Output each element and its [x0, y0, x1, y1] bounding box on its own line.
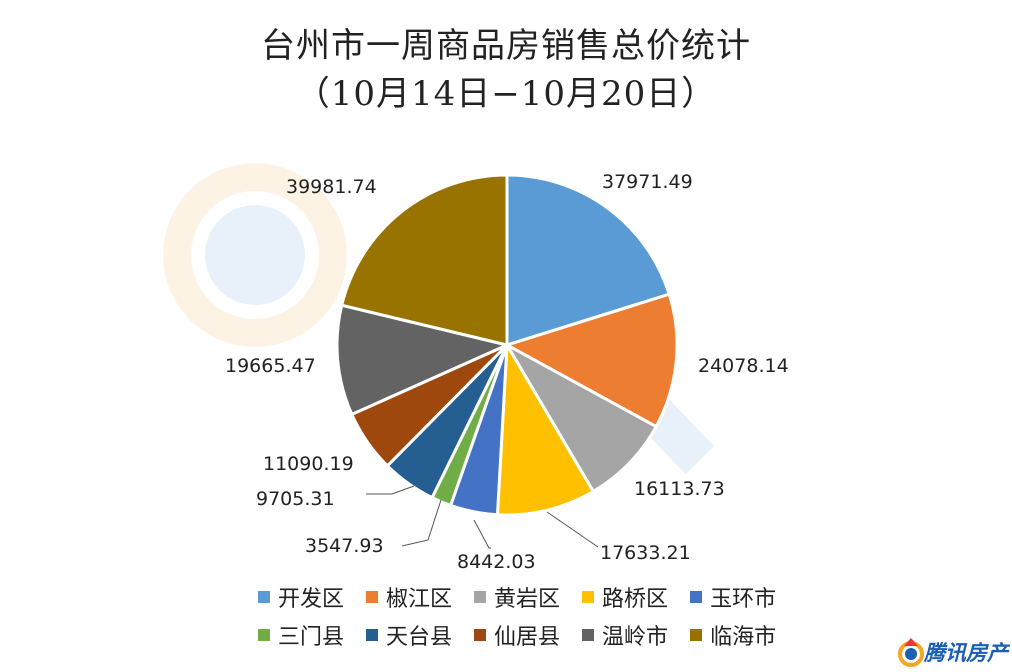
- legend-swatch: [258, 591, 270, 603]
- legend-label: 路桥区: [602, 587, 669, 612]
- legend-label: 天台县: [386, 625, 453, 650]
- legend-swatch: [474, 591, 487, 603]
- legend-item: 天台县: [366, 619, 452, 651]
- legend-swatch: [474, 629, 487, 641]
- pie-slice-1: [505, 173, 672, 348]
- pie-slice-4: [495, 339, 596, 517]
- data-label-2: 24078.14: [698, 355, 789, 377]
- leader-line-5: [473, 519, 491, 549]
- legend-label: 温岭市: [602, 625, 669, 650]
- legend-swatch: [258, 629, 270, 641]
- chart-subtitle: （10月14日−10月20日）: [295, 74, 717, 114]
- leader-line-6: [401, 499, 442, 547]
- legend-item: 路桥区: [582, 581, 668, 613]
- pie-slice-9: [335, 303, 512, 417]
- legend-label: 仙居县: [494, 625, 561, 650]
- data-label-10: 39981.74: [286, 176, 377, 198]
- legend-label: 三门县: [278, 625, 345, 650]
- pie-slice-10: [339, 173, 509, 347]
- data-label-9: 19665.47: [225, 355, 316, 377]
- data-label-7: 9705.31: [256, 488, 335, 510]
- data-label-8: 11090.19: [263, 453, 354, 475]
- legend-item: 玉环市: [690, 581, 776, 613]
- chart-title: 台州市一周商品房销售总价统计: [261, 26, 751, 66]
- legend-item: 仙居县: [474, 619, 560, 651]
- legend-label: 椒江区: [386, 587, 453, 612]
- legend-swatch: [690, 629, 703, 641]
- legend-item: 黄岩区: [474, 581, 560, 613]
- pie-chart: 37971.49 24078.14 16113.73 17633.21 8442.03 3…: [225, 171, 789, 573]
- data-label-4: 17633.21: [600, 542, 691, 564]
- brand-name: 腾讯房产: [924, 641, 1008, 665]
- legend-item: 三门县: [258, 619, 344, 651]
- legend-item: 开发区: [258, 581, 344, 613]
- leader-line-4: [546, 511, 599, 548]
- pie-slice-2: [503, 292, 679, 429]
- legend-swatch: [582, 629, 595, 641]
- legend-item: 椒江区: [366, 581, 452, 613]
- brand-logo: 腾讯房产: [898, 636, 1008, 668]
- legend-swatch: [582, 591, 595, 603]
- data-label-5: 8442.03: [457, 551, 536, 573]
- legend-row: 开发区 椒江区 黄岩区 路桥区 玉环市: [258, 581, 798, 613]
- legend-swatch: [366, 591, 379, 603]
- legend-label: 开发区: [278, 587, 345, 612]
- legend-label: 黄岩区: [494, 587, 561, 612]
- pie-slice-3: [502, 341, 659, 494]
- data-label-6: 3547.93: [305, 535, 384, 557]
- leader-line-7: [366, 485, 415, 495]
- legend-row: 三门县 天台县 仙居县 温岭市 临海市: [258, 619, 798, 651]
- data-label-1: 37971.49: [602, 171, 693, 193]
- legend-swatch: [690, 591, 703, 603]
- data-label-3: 16113.73: [634, 478, 725, 500]
- legend-swatch: [366, 629, 379, 641]
- legend-item: 临海市: [690, 619, 776, 651]
- legend-item: 温岭市: [582, 619, 668, 651]
- legend-label: 玉环市: [710, 587, 777, 612]
- legend-label: 临海市: [710, 625, 777, 650]
- tencent-house-logo-icon: [898, 638, 924, 667]
